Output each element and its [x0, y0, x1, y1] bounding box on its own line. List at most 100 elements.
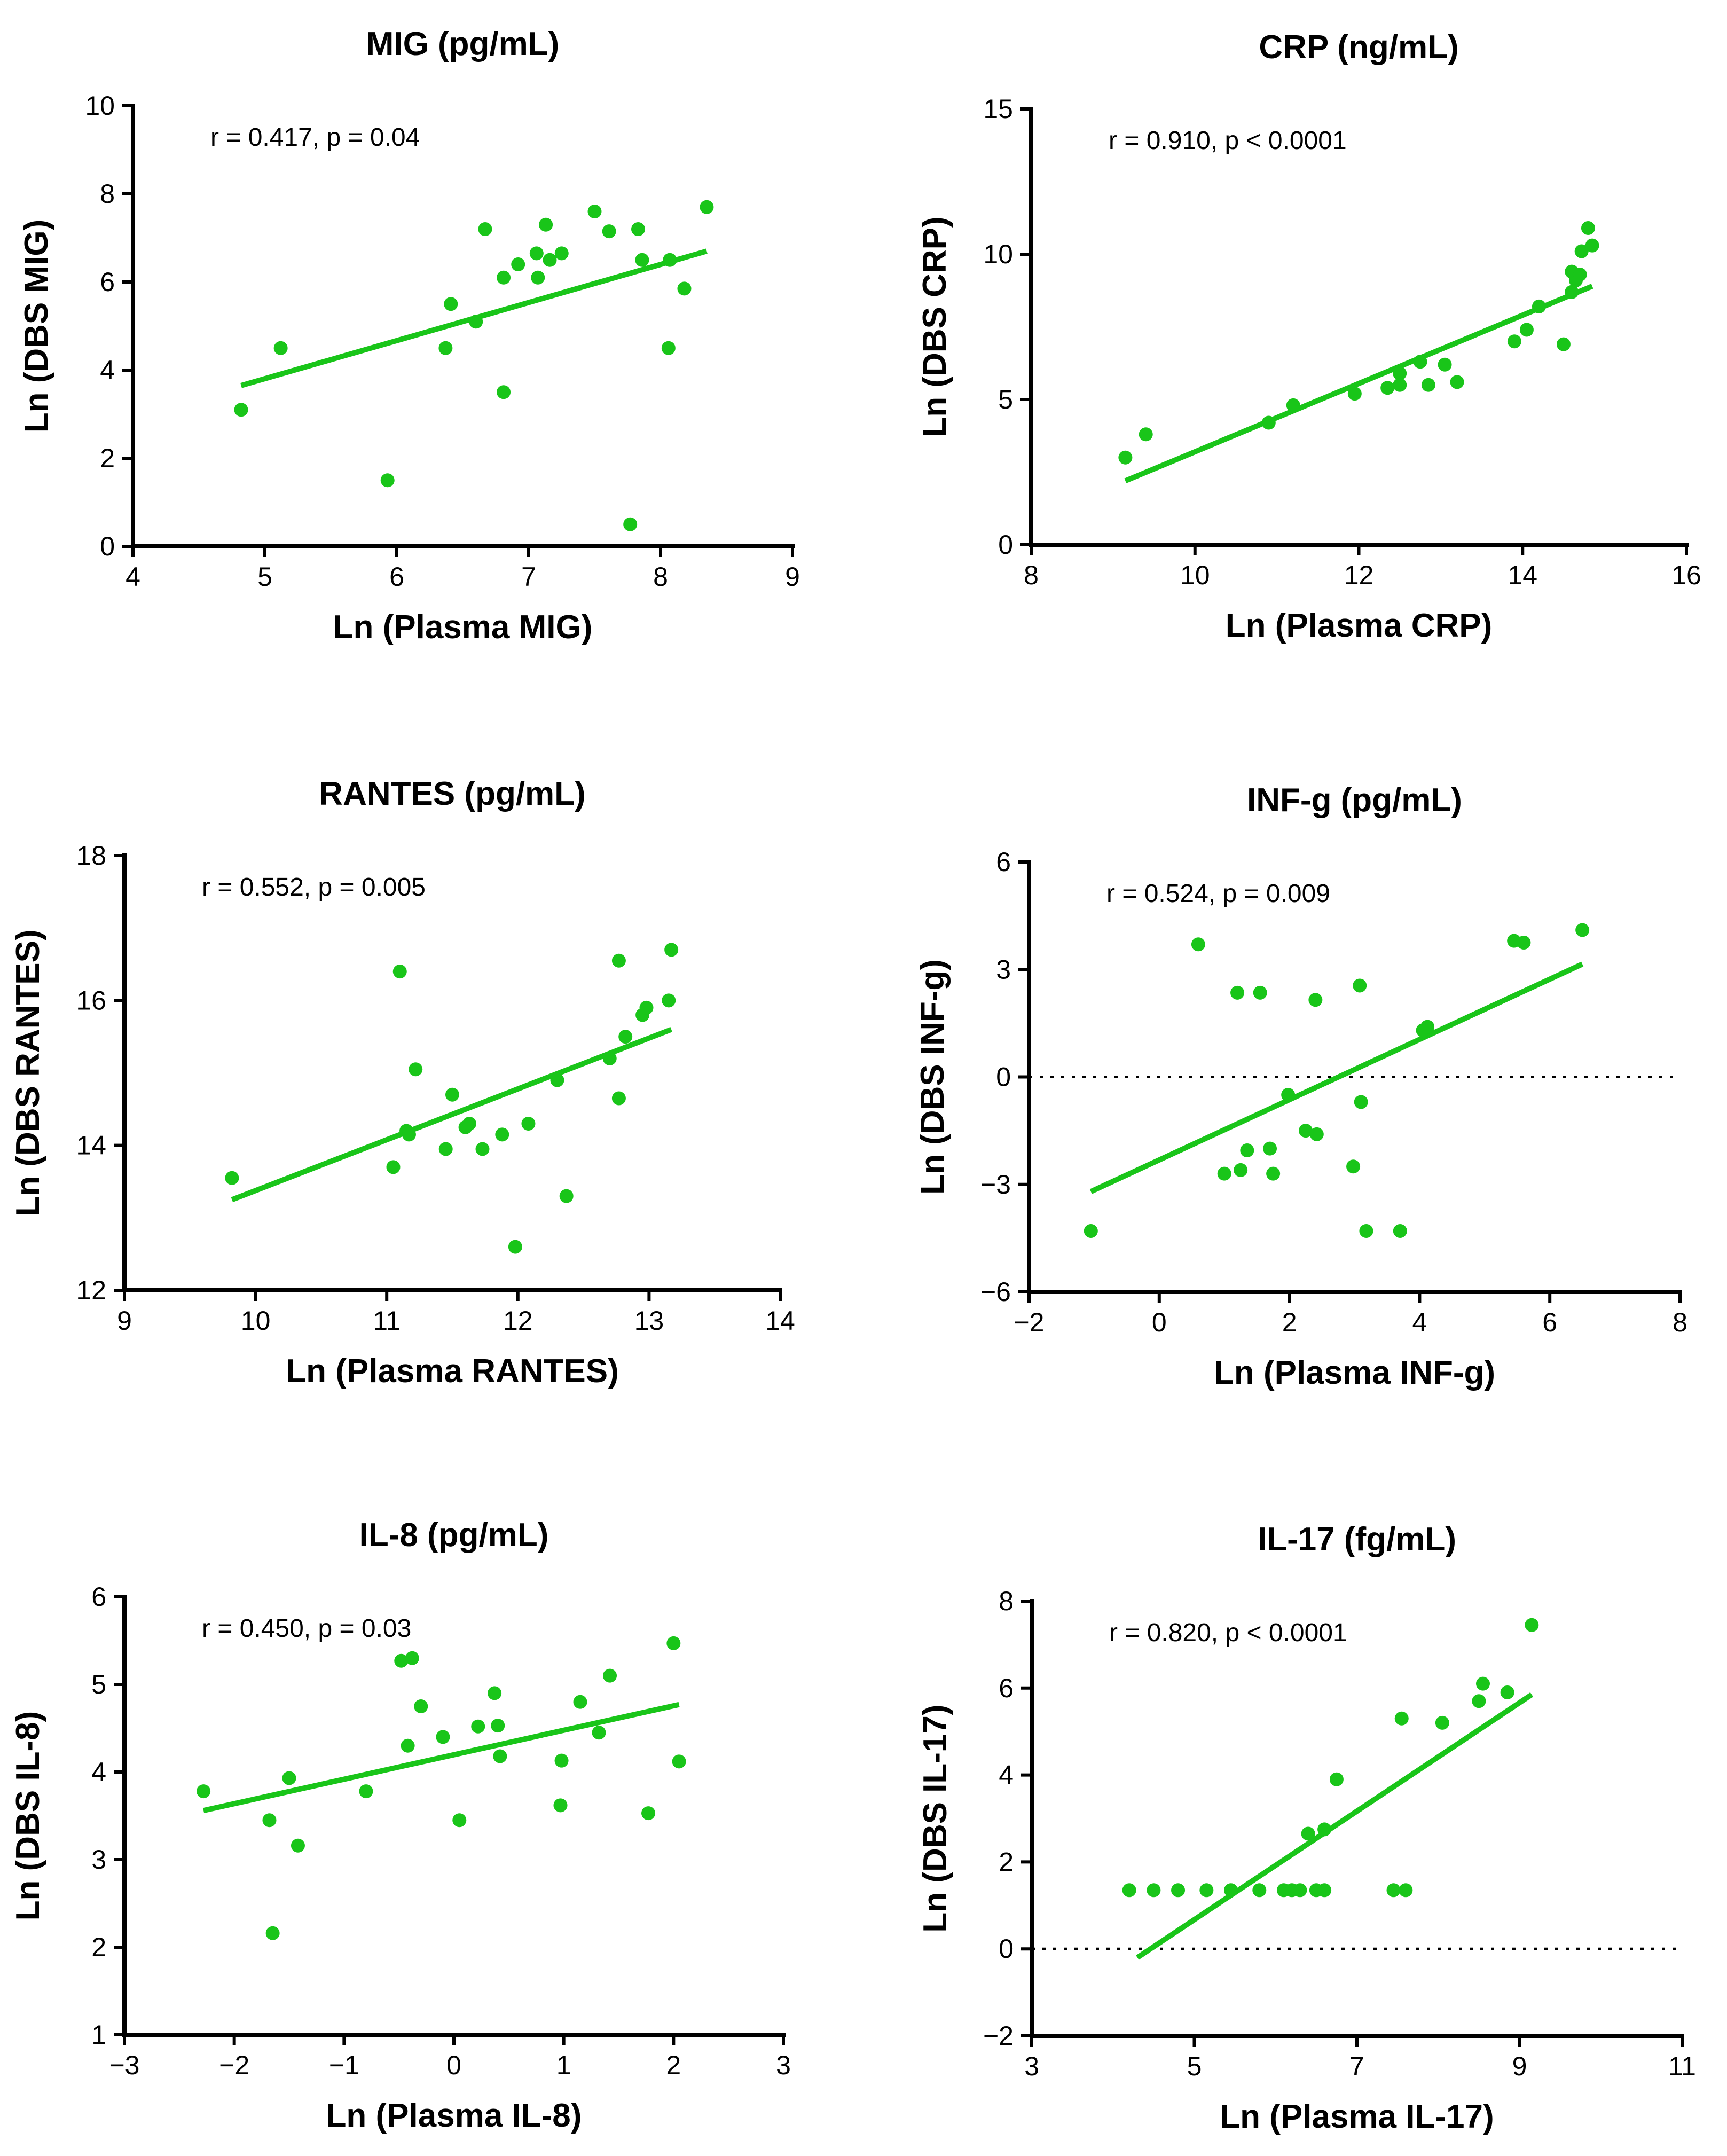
y-tick-label: 15	[983, 94, 1013, 124]
data-point	[1139, 427, 1153, 442]
data-point	[401, 1738, 415, 1753]
x-tick-label: −1	[329, 2050, 359, 2080]
y-tick-label: 14	[76, 1131, 106, 1161]
data-point	[491, 1719, 505, 1733]
data-point	[234, 403, 248, 417]
y-tick-label: 0	[999, 1934, 1014, 1964]
data-point	[554, 1753, 569, 1768]
x-axis-label: Ln (Plasma CRP)	[1226, 607, 1493, 644]
y-tick-label: 3	[91, 1845, 106, 1875]
data-point	[1293, 1883, 1307, 1898]
data-point	[402, 1127, 416, 1142]
data-point	[592, 1726, 606, 1740]
y-tick-label: 18	[76, 841, 106, 871]
y-tick-label: 8	[100, 179, 115, 209]
y-tick-label: 12	[76, 1275, 106, 1305]
data-point	[488, 1686, 502, 1700]
y-tick-label: 2	[91, 1932, 106, 1962]
x-tick-label: 1	[556, 2050, 571, 2080]
data-point	[1347, 387, 1362, 401]
x-axis-label: Ln (Plasma IL-8)	[326, 2097, 582, 2134]
data-point	[664, 943, 679, 957]
y-tick-label: 2	[999, 1847, 1014, 1877]
data-point	[1299, 1124, 1313, 1138]
data-point	[1438, 357, 1452, 372]
data-point	[611, 953, 626, 968]
chart-title: RANTES (pg/mL)	[319, 775, 585, 812]
chart-title: CRP (ng/mL)	[1259, 29, 1458, 66]
data-point	[1472, 1694, 1486, 1708]
chart-title: INF-g (pg/mL)	[1247, 782, 1462, 819]
x-tick-label: 3	[1024, 2051, 1039, 2081]
data-point	[1393, 366, 1407, 381]
data-point	[1317, 1883, 1332, 1898]
x-tick-label: 2	[666, 2050, 681, 2080]
x-tick-label: −2	[1014, 1307, 1044, 1337]
data-point	[623, 517, 638, 531]
y-axis-label: Ln (DBS IL-17)	[917, 1704, 954, 1932]
x-tick-label: 10	[241, 1306, 271, 1336]
x-tick-label: −2	[219, 2050, 249, 2080]
y-tick-label: −6	[980, 1277, 1011, 1307]
data-point	[1421, 378, 1435, 392]
data-point	[1266, 1166, 1281, 1181]
data-point	[1309, 1127, 1324, 1141]
data-point	[414, 1699, 428, 1713]
data-point	[1574, 244, 1589, 258]
data-point	[631, 222, 646, 236]
data-point	[1359, 1224, 1373, 1238]
data-point	[677, 281, 692, 296]
y-tick-label: 1	[91, 2020, 106, 2050]
y-tick-label: 6	[100, 267, 115, 297]
data-point	[1317, 1822, 1332, 1837]
x-tick-label: 16	[1671, 560, 1701, 590]
x-tick-label: 6	[1542, 1307, 1557, 1337]
data-point	[438, 341, 453, 355]
data-point	[602, 224, 616, 239]
data-point	[1435, 1715, 1449, 1730]
data-point	[1475, 1676, 1490, 1691]
y-axis-label: Ln (DBS RANTES)	[10, 929, 46, 1216]
data-point	[462, 1116, 476, 1131]
x-tick-label: 10	[1180, 560, 1210, 590]
data-point	[1394, 1711, 1409, 1726]
data-point	[663, 253, 677, 267]
y-tick-label: 4	[999, 1760, 1014, 1790]
x-axis-label: Ln (Plasma INF-g)	[1214, 1354, 1495, 1391]
data-point	[1380, 381, 1395, 395]
data-point	[471, 1719, 485, 1734]
data-point	[1532, 299, 1546, 313]
x-tick-label: 11	[373, 1306, 401, 1336]
data-point	[1308, 993, 1323, 1007]
x-tick-label: 7	[1349, 2051, 1364, 2081]
y-tick-label: 5	[91, 1669, 106, 1699]
x-tick-label: 9	[117, 1306, 132, 1336]
data-point	[495, 1127, 509, 1142]
x-tick-label: 9	[785, 562, 800, 592]
data-point	[265, 1926, 280, 1940]
data-point	[392, 965, 407, 979]
data-point	[262, 1813, 277, 1828]
data-point	[641, 1806, 656, 1821]
data-point	[1413, 355, 1427, 369]
data-point	[587, 205, 602, 218]
x-tick-label: 0	[446, 2050, 461, 2080]
y-tick-label: 3	[996, 954, 1011, 984]
y-tick-label: −3	[980, 1170, 1011, 1199]
data-point	[1234, 1163, 1248, 1177]
data-point	[553, 1798, 568, 1813]
data-point	[1329, 1772, 1344, 1786]
data-point	[386, 1160, 401, 1174]
correlation-annotation: r = 0.820, p < 0.0001	[1109, 1619, 1347, 1647]
chart-title: IL-17 (fg/mL)	[1258, 1521, 1456, 1558]
data-point	[1252, 1883, 1267, 1898]
data-point	[1420, 1020, 1435, 1034]
data-point	[1224, 1883, 1238, 1898]
data-point	[1585, 238, 1599, 253]
x-axis-label: Ln (Plasma MIG)	[333, 609, 593, 646]
data-point	[1393, 1224, 1407, 1238]
data-point	[1354, 1095, 1368, 1109]
data-point	[1500, 1685, 1514, 1699]
data-point	[559, 1189, 574, 1203]
data-point	[478, 222, 492, 236]
